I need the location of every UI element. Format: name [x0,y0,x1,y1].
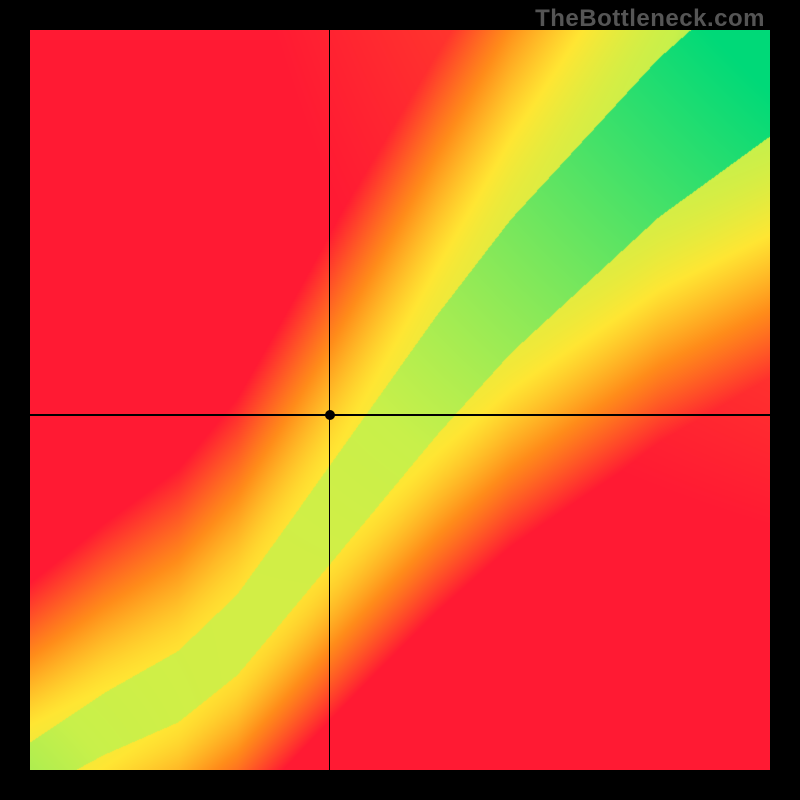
crosshair-horizontal [30,414,770,416]
chart-container: { "meta": { "watermark_text": "TheBottle… [0,0,800,800]
plot-area [30,30,770,770]
heatmap-canvas [30,30,770,770]
crosshair-vertical [329,30,331,770]
crosshair-marker [325,410,335,420]
watermark-text: TheBottleneck.com [535,5,765,33]
